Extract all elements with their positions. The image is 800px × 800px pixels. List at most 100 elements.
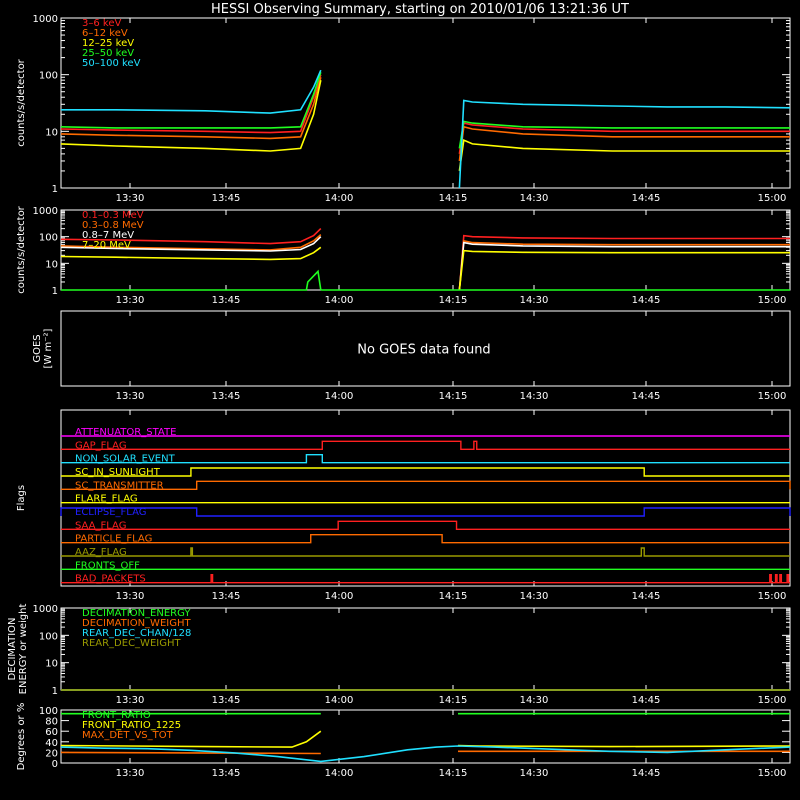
series-line-1 bbox=[60, 74, 322, 134]
flag-label: ATTENUATOR_STATE bbox=[75, 427, 176, 438]
y-axis-label: Flags bbox=[16, 485, 27, 511]
series-line-3 bbox=[60, 236, 322, 252]
flag-label: NON_SOLAR_EVENT bbox=[75, 454, 176, 465]
x-tick-label: 13:30 bbox=[116, 591, 145, 602]
series-line-2 bbox=[60, 233, 322, 251]
y-tick-label: 1 bbox=[52, 686, 58, 697]
series-line-2 bbox=[457, 744, 791, 748]
y-axis-label: counts/s/detector bbox=[16, 58, 27, 146]
y-tick-label: 1 bbox=[52, 184, 58, 195]
legend-entry: 0.3–0.8 MeV bbox=[82, 220, 144, 231]
legend-entry: 0.8–7 MeV bbox=[82, 230, 134, 241]
x-tick-label: 13:45 bbox=[212, 295, 241, 306]
x-tick-label: 14:00 bbox=[325, 295, 354, 306]
x-tick-label: 14:15 bbox=[439, 768, 468, 779]
x-tick-label: 14:30 bbox=[520, 193, 549, 204]
panel-3: 13:30 13:45 14:00 14:15 14:30 14:45 15:00 GOES[… bbox=[32, 310, 791, 402]
series-line-5 bbox=[61, 69, 322, 114]
x-tick-label: 13:30 bbox=[116, 391, 145, 402]
panel-frame bbox=[60, 310, 791, 387]
x-tick-label: 15:00 bbox=[758, 695, 787, 706]
y-tick-label: 10 bbox=[45, 259, 58, 270]
x-tick-label: 14:00 bbox=[325, 193, 354, 204]
legend-entry: MAX_DET_VS_TOT bbox=[82, 730, 174, 741]
panel-frame bbox=[60, 17, 791, 189]
series-line-4 bbox=[60, 745, 791, 763]
panel-4: 13:30 13:45 14:00 14:15 14:30 14:45 15:00 Flags… bbox=[16, 409, 791, 602]
legend-entry: 7–20 MeV bbox=[82, 240, 131, 251]
series-line-3 bbox=[458, 138, 790, 172]
x-tick-label: 14:45 bbox=[632, 591, 661, 602]
legend-entry: 50–100 keV bbox=[82, 58, 141, 69]
x-tick-label: 13:45 bbox=[212, 695, 241, 706]
series-line-5 bbox=[458, 99, 791, 189]
legend-entry: REAR_DEC_WEIGHT bbox=[82, 638, 181, 649]
panel-frame bbox=[60, 409, 791, 587]
x-tick-label: 14:30 bbox=[520, 768, 549, 779]
y-axis-label: counts/s/detector bbox=[16, 205, 27, 293]
x-tick-label: 13:30 bbox=[116, 193, 145, 204]
series-line-4 bbox=[458, 249, 790, 291]
x-tick-label: 14:30 bbox=[520, 695, 549, 706]
y-tick-label: 20 bbox=[45, 748, 58, 759]
x-tick-label: 13:45 bbox=[212, 591, 241, 602]
y-tick-label: 1000 bbox=[33, 14, 58, 25]
x-tick-label: 13:30 bbox=[116, 295, 145, 306]
flag-line bbox=[60, 507, 791, 517]
x-tick-label: 14:15 bbox=[439, 295, 468, 306]
x-tick-label: 15:00 bbox=[758, 391, 787, 402]
series-line-3 bbox=[60, 80, 322, 152]
x-tick-label: 13:45 bbox=[212, 391, 241, 402]
y-tick-label: 0 bbox=[52, 759, 58, 770]
series-line-1 bbox=[60, 228, 322, 245]
series-line-1 bbox=[458, 122, 790, 155]
series-line-2 bbox=[458, 125, 790, 162]
y-tick-label: 100 bbox=[39, 706, 58, 717]
x-tick-label: 14:45 bbox=[632, 391, 661, 402]
x-tick-label: 14:45 bbox=[632, 768, 661, 779]
x-tick-label: 15:00 bbox=[758, 591, 787, 602]
x-tick-label: 14:30 bbox=[520, 591, 549, 602]
series-line-3 bbox=[458, 241, 790, 291]
x-tick-label: 14:45 bbox=[632, 295, 661, 306]
y-tick-label: 10 bbox=[45, 127, 58, 138]
flag-label: FRONTS_OFF bbox=[75, 560, 140, 571]
y-tick-label: 1000 bbox=[33, 206, 58, 217]
x-tick-label: 14:00 bbox=[325, 591, 354, 602]
x-tick-label: 13:30 bbox=[116, 768, 145, 779]
series-line-2 bbox=[60, 77, 322, 140]
x-tick-label: 14:45 bbox=[632, 695, 661, 706]
x-tick-label: 14:30 bbox=[520, 391, 549, 402]
y-tick-label: 100 bbox=[39, 631, 58, 642]
legend-entry: DECIMATION_ENERGY bbox=[82, 608, 191, 619]
y-tick-label: 100 bbox=[39, 71, 58, 82]
series-line-2 bbox=[60, 730, 322, 748]
x-tick-label: 13:45 bbox=[212, 768, 241, 779]
series-line-2 bbox=[458, 239, 790, 291]
flag-line bbox=[61, 573, 790, 584]
y-tick-label: 40 bbox=[45, 738, 58, 749]
y-tick-label: 10 bbox=[45, 659, 58, 670]
y-tick-label: 1000 bbox=[33, 604, 58, 615]
flag-label: SC_IN_SUNLIGHT bbox=[75, 467, 161, 478]
flag-label: AAZ_FLAG bbox=[75, 547, 127, 558]
legend-entry: DECIMATION_WEIGHT bbox=[82, 618, 191, 629]
legend-entry: FRONT_RATIO bbox=[82, 710, 151, 721]
x-tick-label: 14:15 bbox=[439, 695, 468, 706]
x-tick-label: 15:00 bbox=[758, 295, 787, 306]
flag-label: SC_TRANSMITTER bbox=[75, 480, 164, 491]
legend-entry: FRONT_RATIO_1225 bbox=[82, 720, 181, 731]
x-tick-label: 15:00 bbox=[758, 193, 787, 204]
x-tick-label: 15:00 bbox=[758, 768, 787, 779]
x-tick-label: 14:15 bbox=[439, 391, 468, 402]
series-line-4 bbox=[60, 246, 322, 261]
legend-entry: 0.1–0.3 MeV bbox=[82, 210, 144, 221]
legend-entry: 25–50 keV bbox=[82, 48, 134, 59]
series-line-5 bbox=[61, 269, 322, 291]
x-tick-label: 13:30 bbox=[116, 695, 145, 706]
x-tick-label: 14:00 bbox=[325, 695, 354, 706]
x-tick-label: 14:00 bbox=[325, 391, 354, 402]
panel-5: 13:30 13:45 14:00 14:15 14:30 14:45 15:00 DECIM… bbox=[7, 604, 791, 706]
series-line-4 bbox=[458, 120, 790, 149]
